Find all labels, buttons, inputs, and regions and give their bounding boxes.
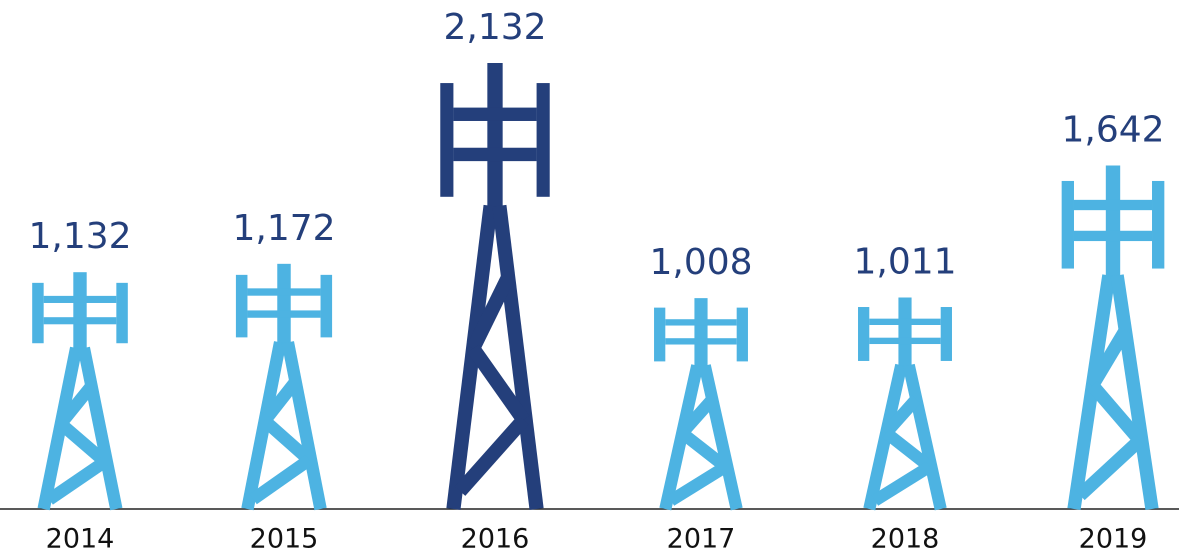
tower-leg — [492, 204, 544, 510]
value-label: 1,008 — [649, 242, 752, 283]
value-label: 1,132 — [28, 216, 131, 257]
tower-part — [1073, 230, 1153, 242]
tower-leg — [1075, 435, 1145, 501]
tower-part — [247, 288, 321, 296]
value-label: 1,011 — [853, 242, 956, 283]
tower-leg — [77, 346, 123, 511]
tower-part — [1152, 180, 1165, 269]
tower-part — [277, 263, 291, 348]
tower-leg — [56, 381, 97, 428]
tower — [654, 298, 748, 511]
tower-part — [43, 295, 117, 303]
tower-part — [73, 272, 87, 353]
tower-part — [453, 107, 537, 121]
tower-part — [43, 317, 117, 325]
tower-leg — [698, 364, 743, 511]
tower-leg — [249, 454, 313, 505]
tower-part — [736, 307, 748, 362]
tower-part — [665, 338, 737, 345]
value-label: 1,642 — [1061, 110, 1164, 151]
tower-leg — [281, 341, 327, 511]
tower-leg — [259, 377, 301, 425]
x-tick-label: 2014 — [46, 524, 115, 555]
tower-part — [869, 337, 941, 345]
tower-leg — [260, 416, 314, 465]
tower-leg — [1086, 326, 1132, 389]
tower-leg — [56, 419, 109, 467]
x-tick-label: 2017 — [667, 524, 736, 555]
tower-part — [320, 274, 333, 338]
tower-leg — [45, 456, 109, 505]
tower — [235, 263, 333, 511]
x-tick-label: 2015 — [250, 524, 319, 555]
tower-part — [1105, 165, 1121, 283]
tower-part — [694, 298, 708, 370]
x-tick-label: 2016 — [461, 524, 530, 555]
tower-part — [453, 147, 537, 162]
value-label: 2,132 — [443, 7, 546, 48]
tower-leg — [667, 461, 729, 506]
tower — [32, 272, 128, 511]
tower-leg — [467, 344, 530, 424]
tower-leg — [466, 273, 515, 352]
tower — [858, 297, 952, 511]
tower-leg — [677, 395, 717, 438]
tower — [1061, 165, 1165, 510]
tower-leg — [871, 461, 933, 506]
tower-part — [858, 307, 870, 361]
tower-part — [654, 307, 666, 362]
tower-leg — [678, 428, 730, 472]
value-label: 1,172 — [232, 208, 335, 249]
tower-part — [1073, 199, 1153, 211]
tower-leg — [881, 394, 921, 437]
x-tick-label: 2019 — [1079, 524, 1148, 555]
tower-part — [1061, 180, 1074, 269]
tower-part — [235, 274, 248, 338]
tower-part — [536, 83, 550, 197]
tower-part — [665, 319, 737, 326]
tower-leg — [902, 363, 947, 511]
tower-part — [116, 282, 128, 344]
tower-leg — [1110, 274, 1159, 510]
tower-part — [898, 297, 912, 370]
tower-part — [440, 83, 454, 197]
tower-leg — [454, 415, 529, 496]
tower-leg — [1087, 380, 1145, 445]
tower-part — [940, 307, 952, 361]
tower — [440, 63, 550, 510]
tower-part — [247, 310, 321, 318]
tower-part — [32, 282, 44, 344]
x-tick-label: 2018 — [871, 524, 940, 555]
tower-part — [487, 63, 503, 215]
tower-part — [869, 318, 941, 325]
tower-leg — [882, 428, 934, 472]
